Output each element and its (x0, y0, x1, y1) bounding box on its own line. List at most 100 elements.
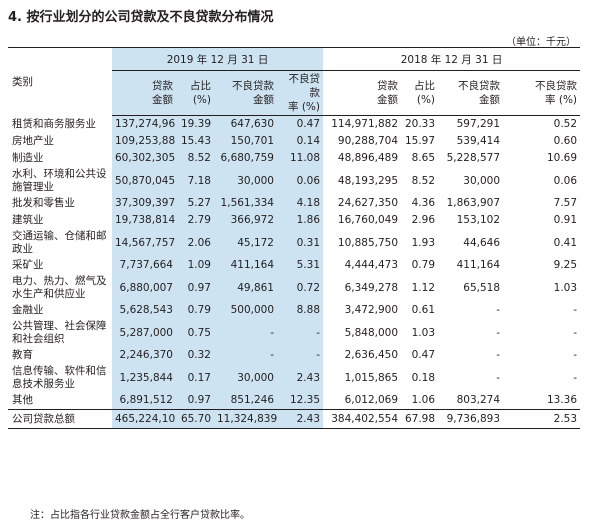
row-value: 19.39 (176, 115, 214, 133)
table-body: 租赁和商务服务业 137,274,963 19.39 647,630 0.47 114,9… (8, 115, 581, 429)
row-value: 411,164 (456, 259, 501, 271)
table-row: 批发和零售业 37,309,397 5.27 1,561,334 4.18 24,627,… (8, 195, 580, 212)
row-value: 65.70 (176, 409, 214, 429)
table-row: 交通运输、仓储和邮政业 14,567,757 2.06 45,172 0.31 10,88… (8, 229, 580, 257)
row-value: 1,561,334 (214, 195, 277, 212)
table-row: 其他 6,891,512 0.97 851,246 12.35 6,012,069 1.06… (8, 392, 580, 410)
row-value: 1.86 (277, 212, 324, 229)
row-value: 13.36 (546, 394, 578, 406)
header-loan-2018: 贷款 金额 (323, 70, 402, 116)
row-value: 0.72 (277, 274, 324, 302)
row-category: 租赁和商务服务业 (12, 117, 96, 130)
header-category: 类别 (8, 47, 112, 116)
row-value: 60,302,305 (112, 150, 176, 167)
row-value: 1.06 (411, 394, 436, 406)
row-value: 0.52 (553, 118, 578, 130)
row-category: 其他 (12, 394, 33, 406)
row-value: 8.52 (411, 174, 436, 187)
table-row: 电力、热力、燃气及水生产和供应业 6,880,007 0.97 49,861 0.72 6… (8, 274, 580, 302)
table-row: 信息传输、软件和信息技术服务业 1,235,844 0.17 30,000 2.43 1,… (8, 364, 580, 392)
row-value: 5.31 (277, 257, 324, 274)
header-share-2019: 占比 (%) (176, 70, 214, 116)
row-value: 5.27 (176, 195, 214, 212)
row-value: - (496, 304, 501, 316)
row-value: 48,896,489 (337, 152, 399, 164)
row-value: 2.53 (503, 409, 581, 429)
row-value: 0.47 (411, 349, 436, 361)
row-value: 0.41 (553, 236, 578, 249)
row-value: 384,402,554 (323, 409, 402, 429)
row-value: 0.18 (411, 371, 436, 384)
row-value: 7.57 (553, 197, 578, 209)
row-value: - (496, 349, 501, 361)
row-value: 5,228,577 (446, 152, 501, 164)
row-value: 0.17 (176, 364, 214, 392)
row-value: 7,737,664 (112, 257, 176, 274)
row-value: 1.03 (553, 281, 578, 294)
table-row: 采矿业 7,737,664 1.09 411,164 5.31 4,444,473 0.79… (8, 257, 580, 274)
table-row: 水利、环境和公共设施管理业 50,870,045 7.18 30,000 0.06 48,… (8, 167, 580, 195)
row-value: 9.25 (553, 259, 578, 271)
row-value: 500,000 (214, 302, 277, 319)
row-value: 2.96 (411, 214, 436, 226)
row-category: 交通运输、仓储和邮政业 (12, 230, 107, 255)
row-value: 8.88 (277, 302, 324, 319)
row-category: 采矿业 (12, 259, 44, 271)
row-value: 539,414 (456, 135, 501, 147)
header-loan-2019: 贷款 金额 (112, 70, 176, 116)
row-value: 30,000 (463, 174, 501, 187)
row-value: 24,627,350 (337, 197, 399, 209)
row-value: 49,861 (214, 274, 277, 302)
row-value: 10,885,750 (337, 236, 399, 249)
row-value: 16,760,049 (337, 214, 399, 226)
row-value: 11.08 (277, 150, 324, 167)
row-value: 851,246 (214, 392, 277, 410)
row-value: 1.03 (411, 326, 436, 339)
row-value: - (214, 319, 277, 347)
row-value: 0.14 (277, 133, 324, 150)
row-value: - (573, 304, 578, 316)
row-category: 电力、热力、燃气及水生产和供应业 (12, 275, 107, 300)
table-row: 租赁和商务服务业 137,274,963 19.39 647,630 0.47 114,9… (8, 115, 580, 133)
row-value: - (496, 326, 501, 339)
row-value: 803,274 (456, 394, 501, 406)
row-value: 137,274,963 (112, 115, 176, 133)
row-value: 6,880,007 (112, 274, 176, 302)
row-value: 0.06 (277, 167, 324, 195)
table-row: 教育 2,246,370 0.32- -2,636,450 0.47- - (8, 347, 580, 364)
row-value: - (573, 326, 578, 339)
row-value: - (277, 319, 324, 347)
row-category: 教育 (12, 349, 33, 361)
row-value: 0.97 (176, 392, 214, 410)
row-value: 0.47 (277, 115, 324, 133)
table-row: 房地产业 109,253,881 15.43 150,701 0.14 90,288,70… (8, 133, 580, 150)
row-value: 366,972 (214, 212, 277, 229)
row-value: 150,701 (214, 133, 277, 150)
row-value: - (573, 349, 578, 361)
row-value: 2.43 (277, 409, 324, 429)
row-category: 水利、环境和公共设施管理业 (12, 168, 107, 193)
row-value: 4,444,473 (344, 259, 399, 271)
row-category: 建筑业 (12, 214, 44, 226)
row-value: 0.32 (176, 347, 214, 364)
footnote: 注：占比指各行业贷款金额占全行客户贷款比率。 (30, 510, 250, 521)
row-category: 金融业 (12, 304, 44, 316)
row-value: 153,102 (456, 214, 501, 226)
row-category: 批发和零售业 (12, 197, 75, 209)
row-value: 67.98 (401, 409, 439, 429)
row-value: 0.31 (277, 229, 324, 257)
row-value: 8.65 (411, 152, 436, 164)
row-value: 1,015,865 (344, 371, 399, 384)
row-value: 20.33 (404, 118, 436, 130)
row-value: 11,324,839 (214, 409, 277, 429)
row-category: 公共管理、社会保障和社会组织 (12, 320, 107, 345)
row-value: 465,224,102 (112, 409, 176, 429)
row-value: 109,253,881 (112, 133, 176, 150)
row-value: 6,891,512 (112, 392, 176, 410)
row-category: 房地产业 (12, 135, 54, 147)
table-row: 公共管理、社会保障和社会组织 5,287,000 0.75- -5,848,000 1.… (8, 319, 580, 347)
row-value: 1,863,907 (446, 197, 501, 209)
row-value: 6,349,278 (344, 281, 399, 294)
section-title: 4. 按行业划分的公司贷款及不良贷款分布情况 (8, 10, 274, 25)
